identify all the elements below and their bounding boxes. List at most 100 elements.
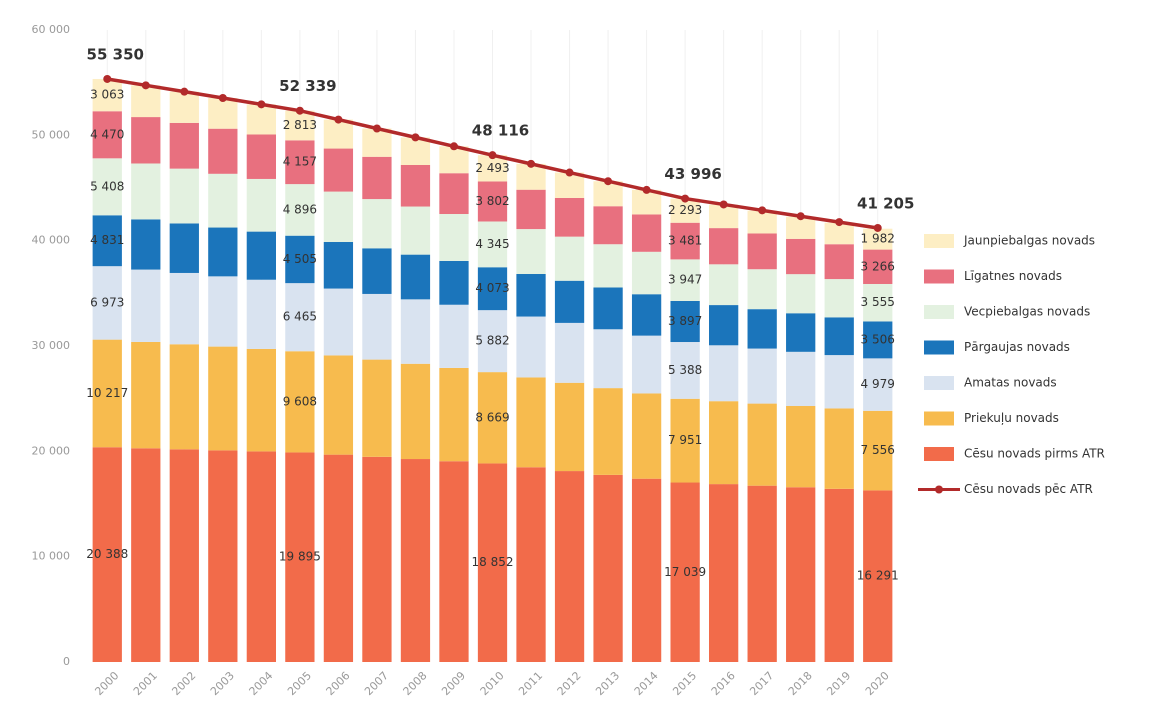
bar-segment	[670, 300, 700, 343]
bar-segment	[400, 459, 431, 662]
bar-segment	[285, 452, 315, 662]
bar-segment	[709, 305, 739, 346]
value-label: 6 465	[283, 310, 317, 324]
x-tick-label: 2018	[786, 669, 815, 698]
value-label: 2 813	[283, 118, 317, 132]
bar-segment	[169, 168, 199, 224]
bar-segment	[439, 461, 469, 662]
value-label: 4 831	[90, 233, 124, 247]
bar-segment	[169, 223, 199, 273]
bar-segment	[477, 267, 508, 311]
bar-segment	[593, 244, 623, 288]
x-tick-label: 2011	[516, 669, 545, 698]
value-label: 4 470	[90, 127, 124, 141]
line-point	[642, 185, 651, 194]
value-label: 7 556	[861, 443, 895, 457]
bar-segment	[554, 322, 585, 383]
bar-segment	[246, 231, 276, 280]
x-tick-label: 2007	[362, 669, 391, 698]
bar-segment	[593, 287, 623, 330]
bar-segment	[554, 172, 585, 198]
bar-segment	[554, 471, 585, 662]
legend-label: Amatas novads	[964, 376, 1057, 390]
line-point	[681, 194, 690, 203]
bar-segment	[323, 355, 354, 455]
legend-label: Vecpiebalgas novads	[964, 305, 1090, 319]
bar-segment	[208, 173, 238, 228]
legend-swatch	[924, 447, 954, 461]
value-label: 10 217	[86, 386, 128, 400]
y-tick-label: 50 000	[32, 128, 71, 141]
bar-segment	[285, 140, 315, 185]
y-tick-label: 40 000	[32, 234, 71, 247]
value-label: 18 852	[472, 555, 514, 569]
bar-segment	[593, 329, 623, 389]
bar-segment	[747, 348, 777, 404]
bar-segment	[670, 259, 700, 301]
value-label: 4 157	[283, 155, 317, 169]
bar-segment	[323, 191, 354, 243]
line-value-label: 48 116	[472, 122, 529, 140]
bar-segment	[863, 490, 893, 662]
bar-segment	[169, 449, 199, 662]
bar-segment	[670, 198, 700, 223]
value-label: 3 506	[861, 332, 895, 346]
bar-segment	[362, 456, 392, 662]
bar-segment	[208, 227, 238, 277]
bar-segment	[477, 221, 508, 268]
bar-segment	[439, 214, 469, 261]
bar-segment	[709, 264, 739, 306]
value-label: 3 802	[475, 194, 509, 208]
bar-segment	[709, 228, 739, 265]
x-tick-label: 2002	[169, 669, 198, 698]
legend-swatch	[935, 485, 943, 494]
x-tick-label: 2004	[247, 669, 276, 698]
bar-segment	[824, 408, 854, 489]
bar-segment	[747, 485, 777, 662]
value-label: 3 555	[861, 295, 895, 309]
bar-segment	[516, 377, 546, 468]
bar-segment	[92, 78, 122, 112]
value-label: 6 973	[90, 295, 124, 309]
bar-segment	[92, 266, 122, 340]
bar-segment	[246, 279, 276, 349]
line-point	[449, 142, 458, 151]
bar-segment	[246, 178, 276, 232]
bar-segment	[631, 214, 662, 252]
bar-segment	[631, 294, 662, 336]
value-label: 4 505	[283, 252, 317, 266]
bar-segment	[477, 181, 508, 222]
bar-segment	[323, 288, 354, 356]
bar-segment	[786, 313, 816, 352]
bar-segment	[593, 181, 623, 207]
bar-segment	[246, 348, 276, 452]
bar-segment	[863, 283, 893, 322]
bar-segment	[477, 463, 508, 662]
line-point	[758, 206, 767, 215]
bar-segment	[863, 358, 893, 411]
bar-segment	[400, 137, 431, 165]
value-label: 2 493	[475, 161, 509, 175]
legend-label: Jaunpiebalgas novads	[963, 234, 1095, 248]
line-point	[180, 87, 189, 96]
value-label: 16 291	[857, 569, 899, 583]
y-tick-label: 20 000	[32, 444, 71, 457]
bar-segment	[670, 398, 700, 483]
bar-segment	[709, 484, 739, 662]
value-label: 3 481	[668, 234, 702, 248]
bar-segment	[593, 206, 623, 245]
bar-segment	[285, 235, 315, 284]
bar-segment	[439, 173, 469, 215]
bar-segment	[631, 393, 662, 479]
bar-segment	[786, 274, 816, 314]
legend-swatch	[924, 305, 954, 319]
bar-segment	[131, 85, 161, 118]
bar-segment	[747, 403, 777, 486]
x-tick-label: 2020	[863, 669, 892, 698]
value-label: 3 947	[668, 273, 702, 287]
x-tick-label: 2003	[208, 669, 237, 698]
bar-segment	[323, 454, 354, 662]
bar-segment	[208, 450, 238, 662]
bar-segment	[709, 401, 739, 485]
